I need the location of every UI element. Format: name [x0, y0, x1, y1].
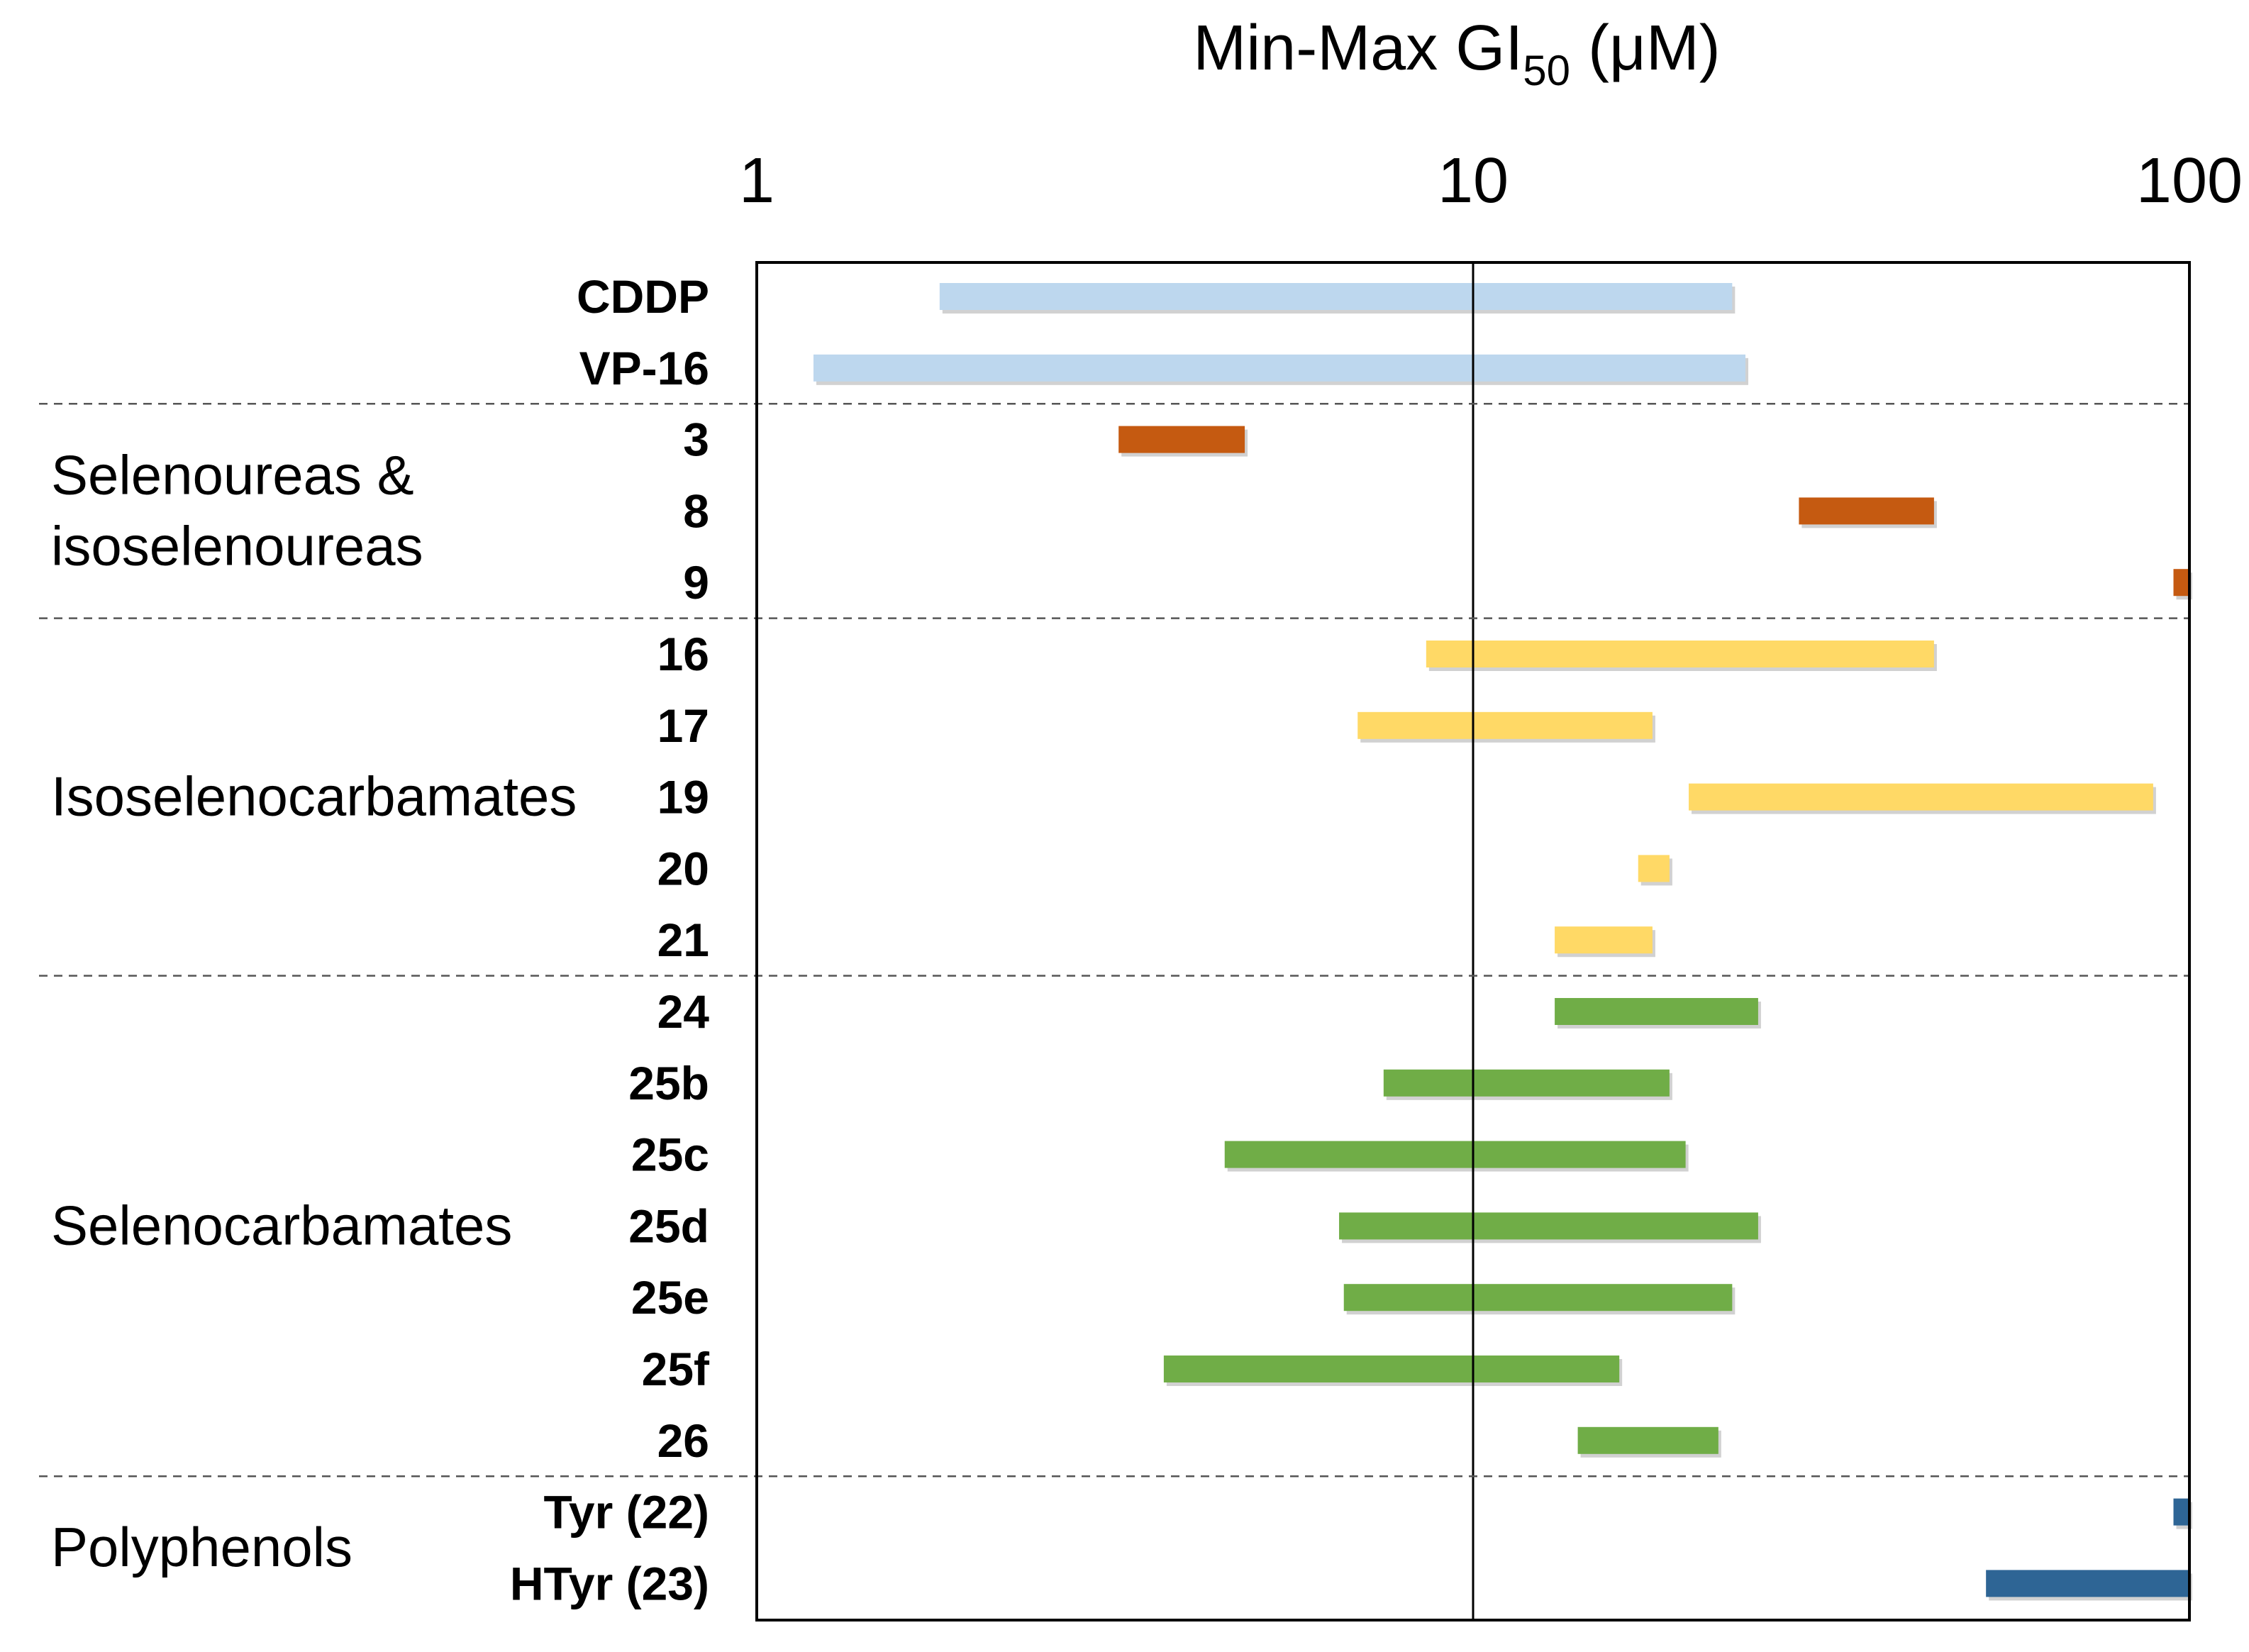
- group-label-line-isoselenocarbamates-1: Isoselenocarbamates: [51, 765, 577, 828]
- row-label-vp-16: VP-16: [579, 342, 709, 394]
- x-tick-label-10: 10: [1438, 145, 1509, 216]
- row-label-9: 9: [683, 556, 709, 609]
- row-label-17: 17: [657, 699, 709, 752]
- row-label-19: 19: [657, 771, 709, 824]
- row-label-3: 3: [683, 414, 709, 466]
- bar-25b: [1383, 1069, 1670, 1097]
- group-label-selenoureas-isoselenoureas: Selenoureas & isoselenoureas: [51, 443, 423, 577]
- group-label-isoselenocarbamates: Isoselenocarbamates: [51, 765, 577, 828]
- bar-htyr-23: [1986, 1570, 2189, 1597]
- range-bars: [813, 283, 2192, 1601]
- chart-title-unit: (μM): [1570, 13, 1721, 84]
- x-axis-ticks: 1 10 100: [739, 145, 2243, 216]
- bar-26: [1577, 1426, 1718, 1454]
- row-label-26: 26: [657, 1414, 709, 1467]
- row-label-htyr-23: HTyr (23): [510, 1557, 709, 1609]
- bar-25e: [1343, 1284, 1733, 1312]
- bar-24: [1555, 998, 1758, 1025]
- row-label-25c: 25c: [631, 1129, 709, 1181]
- bar-tyr-22: [2173, 1498, 2189, 1526]
- bar-20: [1638, 855, 1670, 882]
- row-label-tyr-22: Tyr (22): [543, 1486, 709, 1539]
- row-label-25b: 25b: [628, 1057, 709, 1109]
- bar-cddp: [939, 283, 1733, 310]
- row-label-24: 24: [657, 985, 710, 1038]
- bar-25d: [1339, 1212, 1758, 1240]
- bar-3: [1118, 426, 1245, 453]
- x-tick-label-100: 100: [2136, 145, 2243, 216]
- svg-text:Min-Max GI50 (μM): Min-Max GI50 (μM): [1193, 13, 1721, 94]
- bar-21: [1555, 926, 1653, 954]
- bar-17: [1357, 711, 1653, 739]
- group-labels: Selenoureas & isoselenoureas Isoselenocarb…: [51, 443, 577, 1578]
- chart-title: Min-Max GI50 (μM): [1193, 13, 1721, 94]
- group-label-line-selenoureas-isoselenoureas-2: isoselenoureas: [51, 514, 423, 577]
- bar-9: [2173, 569, 2189, 597]
- row-label-21: 21: [657, 914, 709, 966]
- x-tick-label-1: 1: [739, 145, 774, 216]
- reference-and-separator-lines: [39, 262, 2189, 1620]
- row-label-20: 20: [657, 842, 709, 894]
- plot-area-frame: [755, 261, 2191, 1621]
- bar-25c: [1224, 1141, 1686, 1168]
- chart-title-subscript: 50: [1523, 47, 1570, 94]
- row-label-8: 8: [683, 484, 709, 537]
- group-label-line-selenoureas-isoselenoureas-1: Selenoureas &: [51, 443, 414, 506]
- bar-25f: [1163, 1356, 1620, 1382]
- chart-title-main: Min-Max GI: [1193, 13, 1523, 84]
- row-label-25d: 25d: [628, 1199, 709, 1252]
- group-label-polyphenols: Polyphenols: [51, 1516, 352, 1578]
- group-label-selenocarbamates: Selenocarbamates: [51, 1194, 512, 1256]
- bar-16: [1426, 641, 1934, 667]
- group-label-line-polyphenols-1: Polyphenols: [51, 1516, 352, 1578]
- group-label-line-selenocarbamates-1: Selenocarbamates: [51, 1194, 512, 1256]
- row-label-25f: 25f: [642, 1343, 710, 1395]
- row-label-25e: 25e: [631, 1271, 709, 1324]
- row-labels: 3 8 9 16 17 19 20 21 24 26 CDDP VP-16 25b 25c 25d 25e 25…: [510, 270, 710, 1609]
- row-label-cddp: CDDP: [577, 270, 709, 323]
- bar-8: [1799, 497, 1934, 525]
- row-label-16: 16: [657, 628, 709, 680]
- bar-vp-16: [813, 354, 1746, 382]
- bar-19: [1689, 783, 2153, 811]
